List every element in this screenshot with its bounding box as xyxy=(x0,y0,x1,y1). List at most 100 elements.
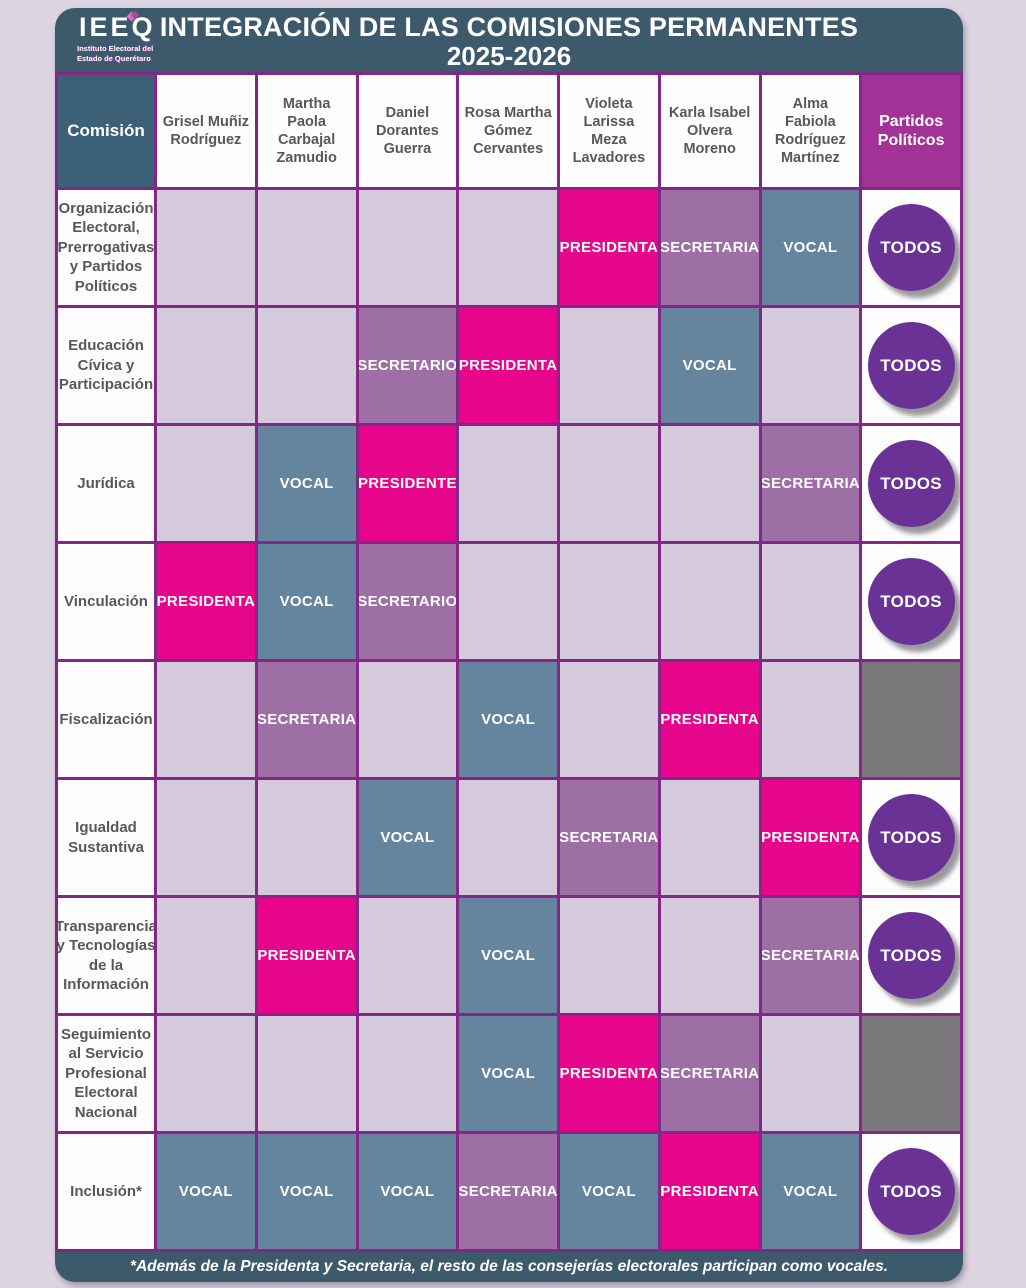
empty-cell-r3-c6 xyxy=(660,426,759,541)
partidos-cell-r8 xyxy=(862,1016,960,1131)
role-cell-r5-c2: SECRETARIA xyxy=(257,662,356,777)
partidos-politicos-header: Partidos Políticos xyxy=(862,75,960,187)
role-cell-r9-c1: VOCAL xyxy=(157,1134,255,1249)
role-cell-r3-c7: SECRETARIA xyxy=(761,426,860,541)
empty-cell-r5-c5 xyxy=(560,662,658,777)
commission-name-7: Transparencia y Tecnologías de la Inform… xyxy=(58,898,154,1013)
empty-cell-r4-c6 xyxy=(660,544,759,659)
partidos-cell-r4: TODOS xyxy=(862,544,960,659)
empty-cell-r8-c2 xyxy=(257,1016,356,1131)
member-header-3: Daniel Dorantes Guerra xyxy=(358,75,457,187)
todos-badge: TODOS xyxy=(867,322,955,409)
infographic-container: IEEQ Instituto Electoral del Estado de Q… xyxy=(55,8,963,1282)
role-cell-r1-c5: PRESIDENTA xyxy=(560,190,658,305)
empty-cell-r3-c1 xyxy=(157,426,255,541)
logo-subtitle-line1: Instituto Electoral del xyxy=(77,44,154,54)
logo-acronym: IEEQ xyxy=(79,12,156,42)
empty-cell-r4-c5 xyxy=(560,544,658,659)
role-cell-r9-c4: SECRETARIA xyxy=(459,1134,557,1249)
member-header-4: Rosa Martha Gómez Cervantes xyxy=(459,75,557,187)
empty-cell-r7-c3 xyxy=(358,898,457,1013)
empty-cell-r2-c5 xyxy=(560,308,658,423)
empty-cell-r2-c2 xyxy=(257,308,356,423)
partidos-cell-r6: TODOS xyxy=(862,780,960,895)
empty-cell-r6-c1 xyxy=(157,780,255,895)
empty-cell-r5-c7 xyxy=(761,662,860,777)
role-cell-r7-c7: SECRETARIA xyxy=(761,898,860,1013)
title-line1: INTEGRACIÓN DE LAS COMISIONES PERMANENTE… xyxy=(159,12,859,42)
member-header-7: Alma Fabiola Rodríguez Martínez xyxy=(761,75,860,187)
empty-cell-r7-c6 xyxy=(660,898,759,1013)
role-cell-r5-c6: PRESIDENTA xyxy=(660,662,759,777)
footnote-bar: *Además de la Presidenta y Secretaria, e… xyxy=(55,1252,963,1282)
role-cell-r9-c6: PRESIDENTA xyxy=(660,1134,759,1249)
empty-cell-r6-c6 xyxy=(660,780,759,895)
partidos-cell-r7: TODOS xyxy=(862,898,960,1013)
empty-cell-r1-c2 xyxy=(257,190,356,305)
commission-name-5: Fiscalización xyxy=(58,662,154,777)
role-cell-r6-c5: SECRETARIA xyxy=(560,780,658,895)
ieeq-logo: IEEQ Instituto Electoral del Estado de Q… xyxy=(75,10,265,64)
role-cell-r9-c5: VOCAL xyxy=(560,1134,658,1249)
empty-cell-r5-c1 xyxy=(157,662,255,777)
role-cell-r2-c3: SECRETARIO xyxy=(358,308,457,423)
partidos-cell-r3: TODOS xyxy=(862,426,960,541)
logo-subtitle-line2: Estado de Querétaro xyxy=(77,54,151,64)
empty-cell-r8-c3 xyxy=(358,1016,457,1131)
role-cell-r8-c6: SECRETARIA xyxy=(660,1016,759,1131)
empty-cell-r5-c3 xyxy=(358,662,457,777)
role-cell-r6-c3: VOCAL xyxy=(358,780,457,895)
todos-badge: TODOS xyxy=(867,794,955,881)
empty-cell-r6-c4 xyxy=(459,780,557,895)
header-bar: IEEQ Instituto Electoral del Estado de Q… xyxy=(55,8,963,72)
member-header-5: Violeta Larissa Meza Lavadores xyxy=(560,75,658,187)
empty-cell-r1-c3 xyxy=(358,190,457,305)
role-cell-r2-c6: VOCAL xyxy=(660,308,759,423)
todos-badge: TODOS xyxy=(867,912,955,999)
partidos-cell-r1: TODOS xyxy=(862,190,960,305)
commissions-table: Comisión Grisel Muñiz Rodríguez Martha Pao… xyxy=(55,72,963,1252)
member-header-6: Karla Isabel Olvera Moreno xyxy=(660,75,759,187)
empty-cell-r7-c1 xyxy=(157,898,255,1013)
role-cell-r4-c1: PRESIDENTA xyxy=(157,544,255,659)
role-cell-r8-c5: PRESIDENTA xyxy=(560,1016,658,1131)
role-cell-r3-c3: PRESIDENTE xyxy=(358,426,457,541)
empty-cell-r4-c7 xyxy=(761,544,860,659)
role-cell-r9-c2: VOCAL xyxy=(257,1134,356,1249)
commission-name-6: Igualdad Sustantiva xyxy=(58,780,154,895)
logo-subtitle: Instituto Electoral del Estado de Querét… xyxy=(75,43,265,64)
commission-name-3: Jurídica xyxy=(58,426,154,541)
role-cell-r6-c7: PRESIDENTA xyxy=(761,780,860,895)
todos-badge: TODOS xyxy=(867,440,955,527)
role-cell-r2-c4: PRESIDENTA xyxy=(459,308,557,423)
partidos-cell-r9: TODOS xyxy=(862,1134,960,1249)
empty-cell-r2-c7 xyxy=(761,308,860,423)
role-cell-r9-c3: VOCAL xyxy=(358,1134,457,1249)
title-line2: 2025-2026 xyxy=(446,41,572,72)
page-title: INTEGRACIÓN DE LAS COMISIONES PERMANENTE… xyxy=(55,12,963,71)
corner-comision-header: Comisión xyxy=(58,75,154,187)
role-cell-r1-c6: SECRETARIA xyxy=(660,190,759,305)
empty-cell-r8-c1 xyxy=(157,1016,255,1131)
empty-cell-r6-c2 xyxy=(257,780,356,895)
todos-badge: TODOS xyxy=(867,558,955,645)
empty-cell-r3-c5 xyxy=(560,426,658,541)
logo-book-icon xyxy=(125,10,141,28)
commission-name-4: Vinculación xyxy=(58,544,154,659)
role-cell-r3-c2: VOCAL xyxy=(257,426,356,541)
commission-name-2: Educación Cívica y Participación xyxy=(58,308,154,423)
member-header-1: Grisel Muñiz Rodríguez xyxy=(157,75,255,187)
commission-name-8: Seguimiento al Servicio Profesional Elec… xyxy=(58,1016,154,1131)
partidos-cell-r5 xyxy=(862,662,960,777)
empty-cell-r1-c1 xyxy=(157,190,255,305)
empty-cell-r7-c5 xyxy=(560,898,658,1013)
member-header-2: Martha Paola Carbajal Zamudio xyxy=(257,75,356,187)
role-cell-r1-c7: VOCAL xyxy=(761,190,860,305)
empty-cell-r8-c7 xyxy=(761,1016,860,1131)
role-cell-r8-c4: VOCAL xyxy=(459,1016,557,1131)
empty-cell-r2-c1 xyxy=(157,308,255,423)
role-cell-r7-c4: VOCAL xyxy=(459,898,557,1013)
role-cell-r5-c4: VOCAL xyxy=(459,662,557,777)
todos-badge: TODOS xyxy=(867,204,955,291)
empty-cell-r3-c4 xyxy=(459,426,557,541)
